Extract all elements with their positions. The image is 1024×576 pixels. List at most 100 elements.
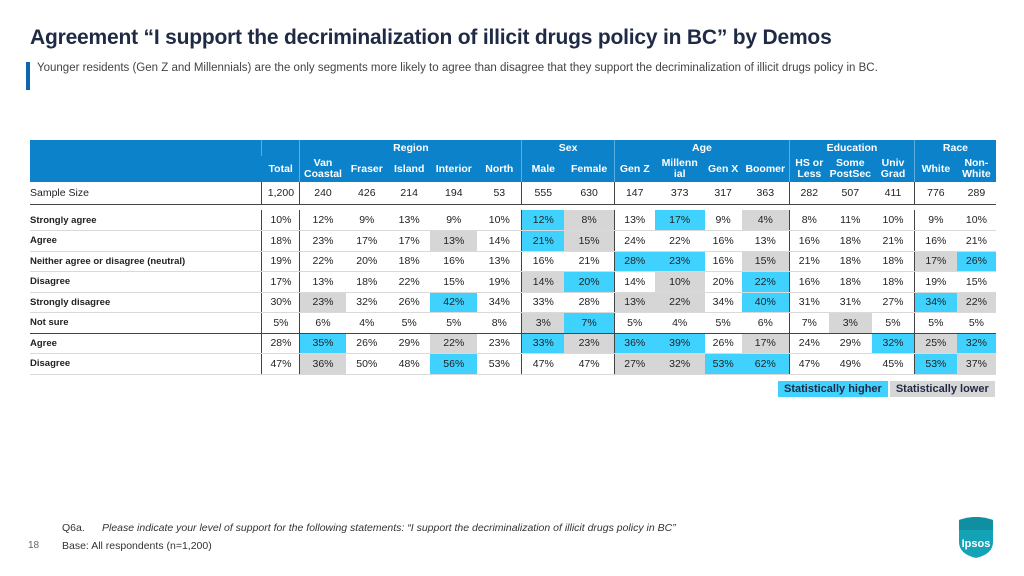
question-text: Please indicate your level of support fo… bbox=[102, 522, 676, 534]
table-cell: 7% bbox=[564, 312, 615, 334]
table-cell: 317 bbox=[704, 182, 742, 205]
table-cell: 10% bbox=[872, 210, 915, 231]
table-cell: 5% bbox=[388, 312, 431, 334]
column-header-univ-grad: Univ Grad bbox=[872, 156, 915, 182]
column-header-fraser: Fraser bbox=[345, 156, 388, 182]
table-cell: 39% bbox=[654, 333, 705, 354]
table-cell: 194 bbox=[430, 182, 478, 205]
column-header-male: Male bbox=[521, 156, 565, 182]
column-header-hs-or-less: HS or Less bbox=[789, 156, 829, 182]
table-cell: 32% bbox=[654, 353, 705, 375]
table-cell: 6% bbox=[299, 312, 346, 334]
table-row: Disagree 17% 13% 18% 22% 15% 19% 14% 20% 14% 10% 20… bbox=[30, 271, 996, 293]
table-cell: 26% bbox=[956, 251, 996, 272]
table-cell: 9% bbox=[913, 210, 957, 231]
group-header-0 bbox=[30, 140, 262, 156]
table-cell: 13% bbox=[299, 271, 346, 293]
group-header-4: Age bbox=[613, 140, 790, 156]
table-cell: 3% bbox=[521, 312, 565, 334]
table-cell: 16% bbox=[789, 230, 829, 252]
table-cell: 33% bbox=[521, 292, 565, 313]
column-header-north: North bbox=[477, 156, 522, 182]
row-label: Agree bbox=[30, 230, 262, 252]
table-cell: 16% bbox=[704, 230, 742, 252]
group-header-2: Region bbox=[299, 140, 522, 156]
table-cell: 214 bbox=[388, 182, 431, 205]
table-cell: 19% bbox=[261, 251, 300, 272]
table-cell: 14% bbox=[521, 271, 565, 293]
table-cell: 363 bbox=[741, 182, 790, 205]
table-row: Disagree 47% 36% 50% 48% 56% 53% 47% 47% 27% 32% 53… bbox=[30, 353, 996, 375]
table-cell: 13% bbox=[741, 230, 790, 252]
table-cell: 31% bbox=[789, 292, 829, 313]
base-note: Base: All respondents (n=1,200) bbox=[62, 540, 212, 552]
table-cell: 16% bbox=[704, 251, 742, 272]
row-label: Strongly agree bbox=[30, 210, 262, 231]
question-note: Q6a. Please indicate your level of suppor… bbox=[62, 522, 676, 534]
table-cell: 5% bbox=[872, 312, 915, 334]
column-header-gen-z: Gen Z bbox=[613, 156, 655, 182]
table-cell: 9% bbox=[430, 210, 478, 231]
table-cell: 27% bbox=[872, 292, 915, 313]
table-cell: 16% bbox=[789, 271, 829, 293]
column-header-total: Total bbox=[261, 156, 300, 182]
table-cell: 53 bbox=[477, 182, 522, 205]
table-cell: 18% bbox=[261, 230, 300, 252]
table-cell: 16% bbox=[913, 230, 957, 252]
table-cell: 20% bbox=[564, 271, 615, 293]
table-cell: 53% bbox=[913, 353, 957, 375]
table-row: Not sure 5% 6% 4% 5% 5% 8% 3% 7% 5% 4% 5% 6% 7% 3% 5% 5%… bbox=[30, 312, 996, 334]
table-cell: 22% bbox=[299, 251, 346, 272]
question-id: Q6a. bbox=[62, 522, 85, 534]
table-cell: 37% bbox=[956, 353, 996, 375]
table-cell: 19% bbox=[913, 271, 957, 293]
table-cell: 29% bbox=[828, 333, 873, 354]
table-cell: 12% bbox=[521, 210, 565, 231]
table-cell: 34% bbox=[913, 292, 957, 313]
table-cell: 507 bbox=[828, 182, 873, 205]
column-header-interior: Interior bbox=[430, 156, 478, 182]
table-cell: 15% bbox=[956, 271, 996, 293]
table-cell: 9% bbox=[704, 210, 742, 231]
group-header-6: Race bbox=[913, 140, 996, 156]
table-cell: 4% bbox=[654, 312, 705, 334]
group-header-row: Region Sex Age Education Race bbox=[30, 140, 996, 156]
table-cell: 48% bbox=[388, 353, 431, 375]
table-cell: 10% bbox=[956, 210, 996, 231]
logo-text: Ipsos bbox=[962, 538, 991, 550]
table-cell: 4% bbox=[741, 210, 790, 231]
table-cell: 10% bbox=[477, 210, 522, 231]
page-number: 18 bbox=[28, 540, 40, 551]
table-cell: 18% bbox=[872, 271, 915, 293]
table-cell: 411 bbox=[872, 182, 915, 205]
table-cell: 49% bbox=[828, 353, 873, 375]
accent-bar bbox=[26, 62, 30, 90]
table-cell: 56% bbox=[430, 353, 478, 375]
table-cell: 18% bbox=[828, 251, 873, 272]
table-cell: 14% bbox=[477, 230, 522, 252]
table-cell: 17% bbox=[261, 271, 300, 293]
legend-lower: Statistically lower bbox=[889, 381, 995, 397]
table-cell: 21% bbox=[872, 230, 915, 252]
table-cell: 53% bbox=[704, 353, 742, 375]
table-cell: 289 bbox=[956, 182, 996, 205]
table-cell: 5% bbox=[956, 312, 996, 334]
table-cell: 17% bbox=[913, 251, 957, 272]
table-cell: 555 bbox=[521, 182, 565, 205]
table-cell: 630 bbox=[564, 182, 615, 205]
table-cell: 8% bbox=[564, 210, 615, 231]
table-cell: 22% bbox=[956, 292, 996, 313]
table-row: Neither agree or disagree (neutral) 19% 22… bbox=[30, 251, 996, 272]
table-cell: 23% bbox=[299, 230, 346, 252]
row-label: Strongly disagree bbox=[30, 292, 262, 313]
table-cell: 32% bbox=[872, 333, 915, 354]
table-cell: 19% bbox=[477, 271, 522, 293]
table-cell: 21% bbox=[564, 251, 615, 272]
table-cell: 13% bbox=[613, 210, 655, 231]
table-cell: 27% bbox=[613, 353, 655, 375]
legend: Statistically higher Statistically lower bbox=[778, 381, 995, 397]
table-cell: 16% bbox=[521, 251, 565, 272]
column-header-van-coastal: Van Coastal bbox=[299, 156, 346, 182]
table-cell: 23% bbox=[477, 333, 522, 354]
table-cell: 18% bbox=[828, 230, 873, 252]
